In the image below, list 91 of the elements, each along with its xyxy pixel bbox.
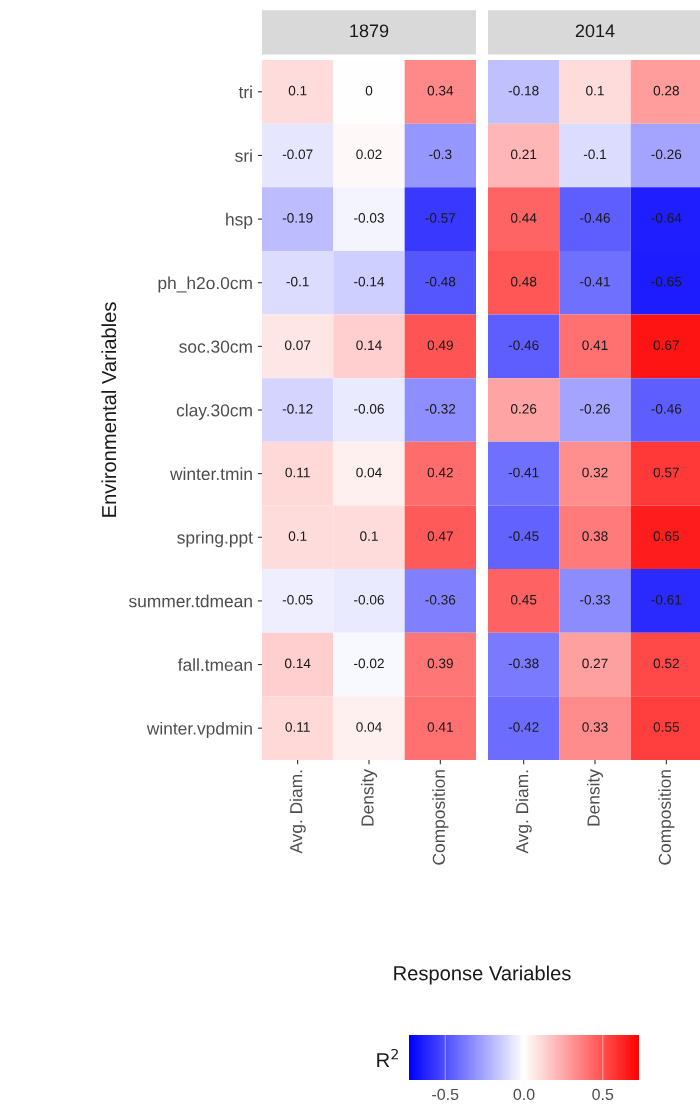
y-tick-label: fall.tmean [177,658,252,672]
x-axis-title: Response Variables [394,965,571,985]
data-label: 0.26 [510,404,537,414]
data-label: -0.64 [651,213,682,223]
data-label: 0.38 [582,531,608,541]
data-label: -0.45 [508,531,539,541]
data-label: -0.02 [354,658,384,669]
data-label: -0.57 [425,213,456,223]
data-label: -0.1 [286,276,309,287]
data-label: 0.04 [356,722,382,732]
color-bar-title: R$^{2}$ [377,1048,398,1068]
data-label: 0.41 [427,722,453,732]
data-label: -0.06 [354,594,384,605]
data-label: 0.21 [510,149,537,160]
data-label: 0.02 [356,149,382,160]
data-label: -0.42 [508,722,539,732]
data-label: 0.33 [582,722,608,732]
data-label: 0.47 [427,531,453,541]
y-tick-label: hsp [226,212,253,229]
data-label: 0.34 [427,85,454,96]
data-label: 0.07 [284,340,311,351]
y-tick-label: winter.vpdmin [146,721,252,739]
x-tick-label: Composition [432,770,449,865]
data-label: -0.12 [282,404,313,414]
x-tick-label: Composition [658,770,675,865]
data-label: -0.65 [651,276,682,287]
data-label: -0.26 [580,404,610,414]
data-label: 0.1 [288,85,307,96]
data-label: 0.14 [356,340,382,351]
data-label: -0.46 [651,404,682,414]
data-label: 0.39 [427,658,453,669]
data-label: -0.41 [580,276,610,287]
data-label: -0.03 [354,213,384,223]
x-tick-label: Avg. Diam. [515,770,532,854]
y-axis-title: Environmental Variables [101,302,117,517]
data-label: 0.1 [288,531,307,541]
color-bar-label: 0.0 [513,1088,535,1101]
data-label: -0.33 [580,594,610,605]
data-label: 0.04 [356,467,382,478]
y-tick-label: tri [238,85,252,99]
data-label: -0.05 [282,594,313,605]
data-label: 0.49 [427,340,453,351]
data-label: -0.26 [651,149,682,160]
color-bar-label: -0.5 [432,1088,459,1101]
data-label: -0.14 [354,276,385,287]
data-label: 0.14 [284,658,311,669]
y-tick-label: spring.ppt [177,530,253,548]
data-label: 0.44 [510,213,537,223]
data-label: -0.48 [425,276,456,287]
x-tick-label: Avg. Diam. [289,770,306,854]
data-label: -0.61 [651,594,682,605]
y-tick-label: soc.30cm [179,340,252,353]
data-label: 0.27 [582,658,608,669]
data-label: 0 [365,85,373,96]
data-label: 0.28 [653,85,679,96]
x-tick-label: Density [360,769,378,826]
data-label: 0.42 [427,467,453,478]
y-tick-label: ph_h2o.0cm [158,276,252,293]
data-label: 0.11 [285,722,310,732]
data-label: -0.19 [282,213,313,223]
data-label: -0.1 [583,149,607,160]
data-label: -0.07 [282,149,313,160]
y-tick-label: clay.30cm [176,403,252,420]
chart-title: 2014 [575,24,615,38]
data-label: -0.46 [580,213,610,223]
data-label: 0.1 [586,85,604,96]
chart-title: 1879 [350,24,389,38]
y-tick-label: winter.tmin [169,467,252,481]
y-tick-label: summer.tdmean [128,594,252,608]
data-label: 0.32 [582,467,608,478]
data-label: -0.06 [354,404,384,414]
data-label: 0.1 [360,531,378,541]
data-label: 0.57 [653,467,679,478]
x-tick-label: Density [586,769,604,826]
data-label: -0.41 [508,467,539,478]
data-label: 0.65 [653,531,680,541]
data-label: 0.11 [285,467,310,478]
data-label: 0.41 [582,340,608,351]
data-label: -0.46 [508,340,539,351]
data-label: 0.48 [510,276,537,287]
data-label: -0.3 [429,149,452,160]
data-label: 0.52 [653,658,679,669]
color-bar-label: 0.5 [592,1088,614,1101]
data-label: 0.45 [510,594,537,605]
data-label: 0.67 [653,340,679,351]
data-label: -0.32 [425,404,456,414]
data-label: 0.55 [653,722,680,732]
y-tick-label: sri [235,149,252,162]
data-label: -0.38 [508,658,539,669]
data-label: -0.18 [508,85,539,96]
data-label: -0.36 [425,594,456,605]
